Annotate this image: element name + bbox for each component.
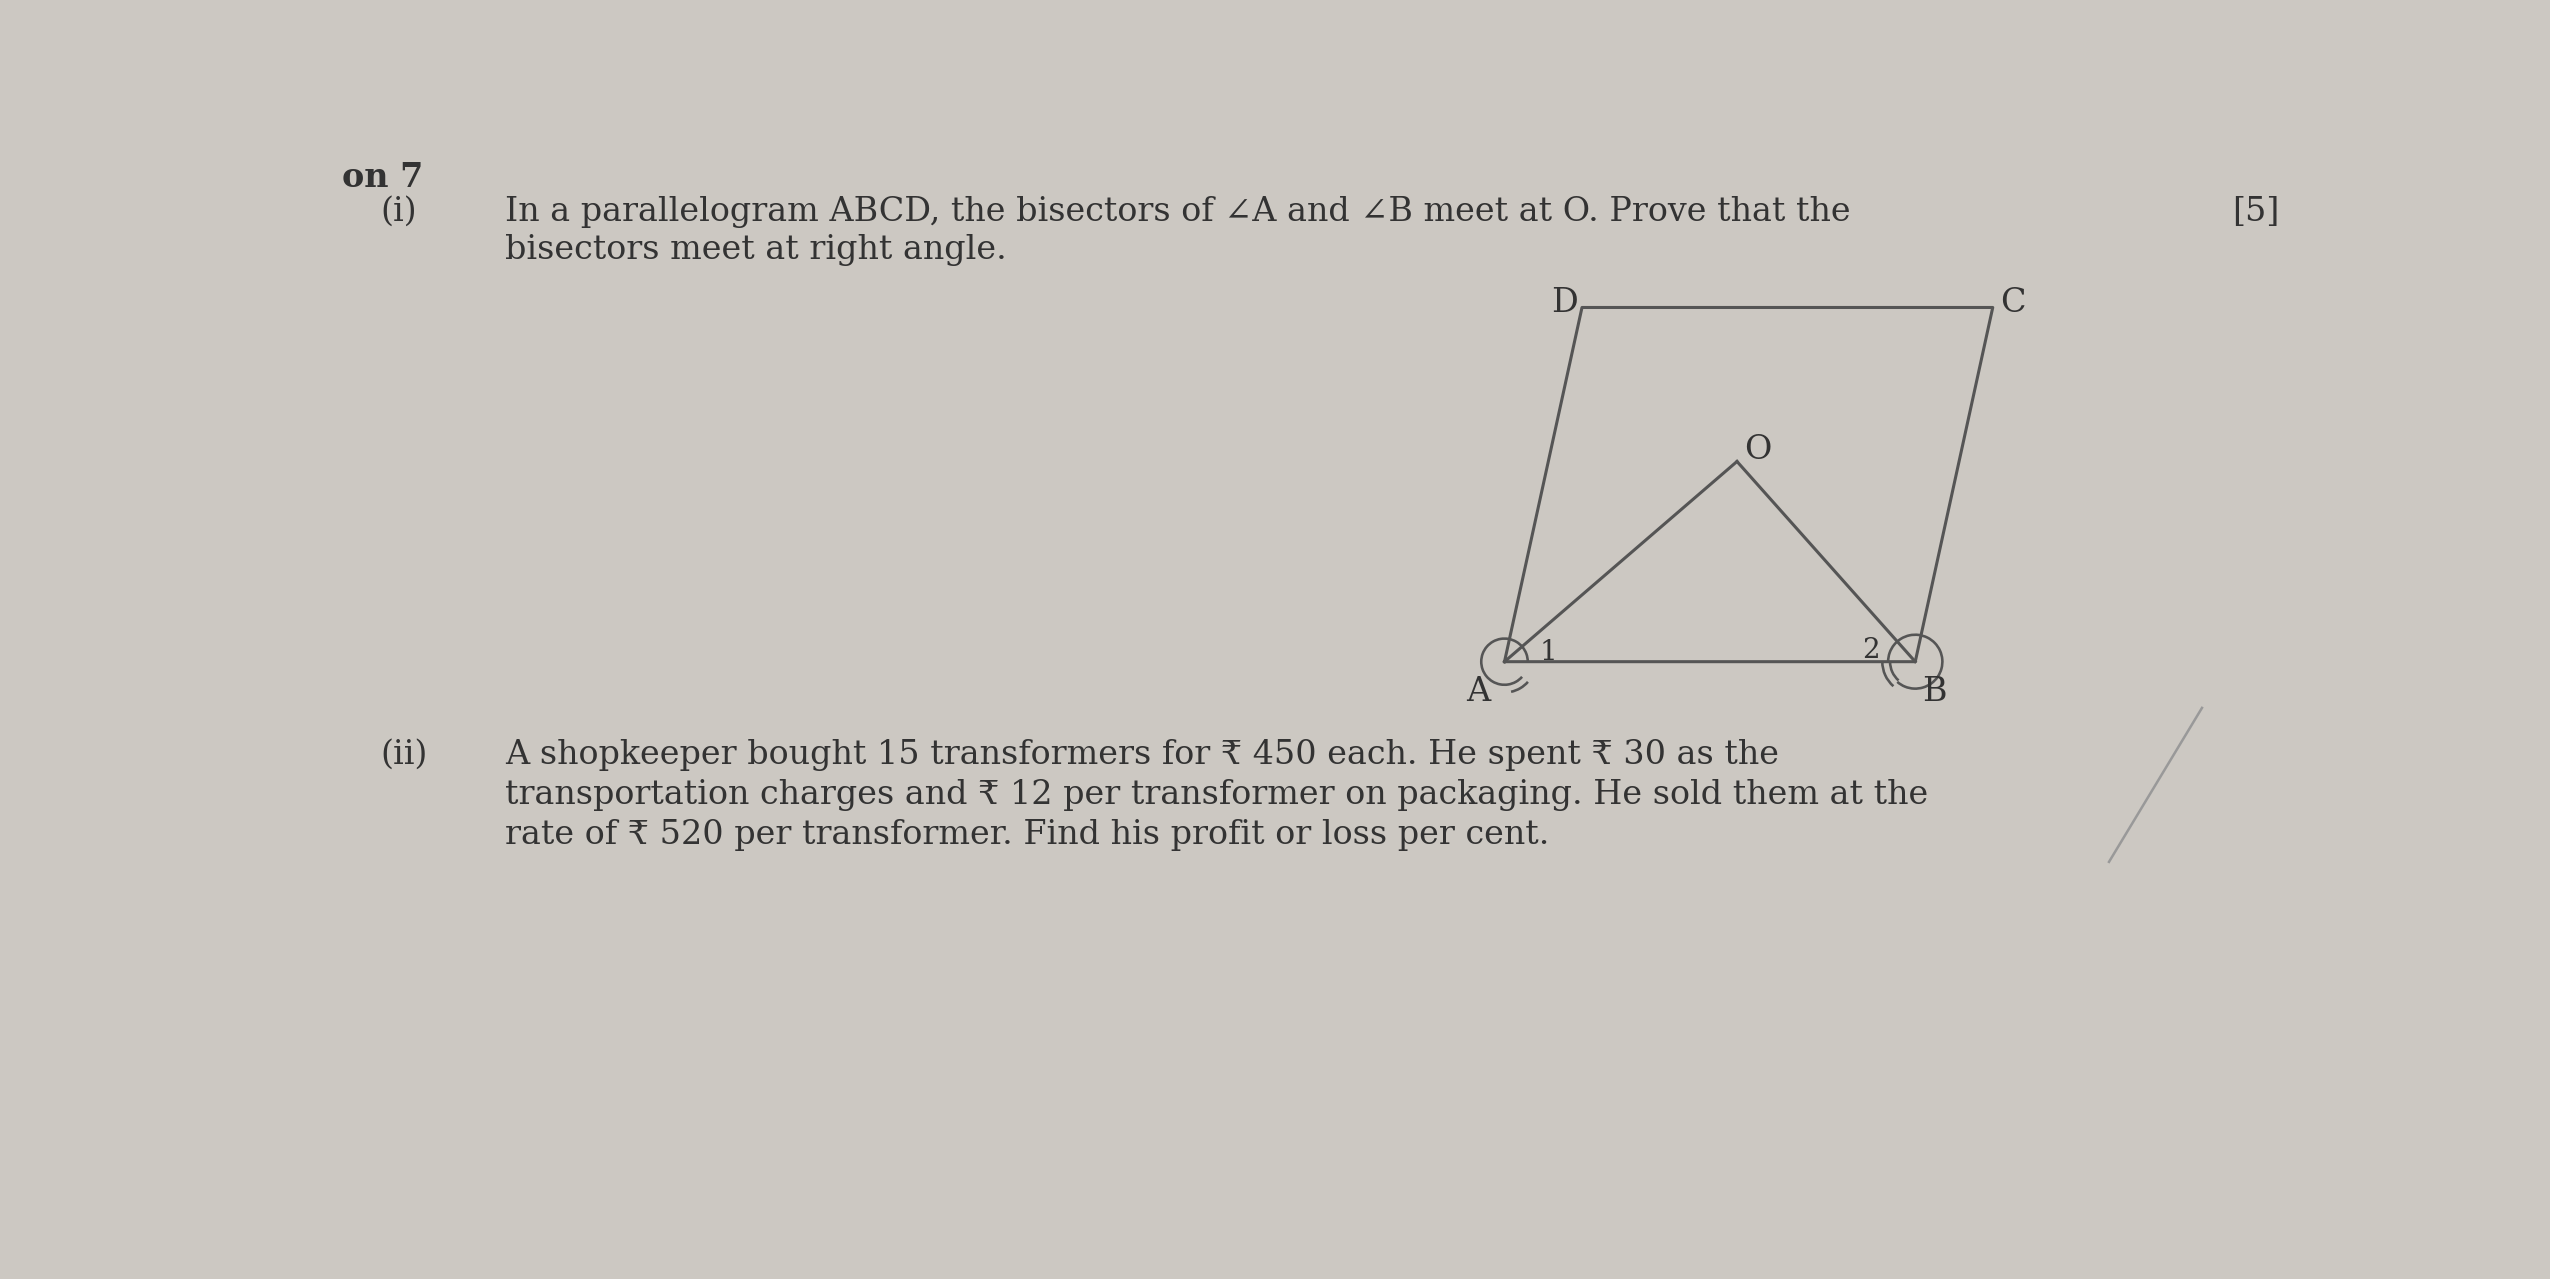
Text: bisectors meet at right angle.: bisectors meet at right angle. (505, 234, 1007, 266)
Text: In a parallelogram ABCD, the bisectors of ∠A and ∠B meet at O. Prove that the: In a parallelogram ABCD, the bisectors o… (505, 196, 1851, 228)
Text: A: A (1466, 675, 1492, 707)
Text: on 7: on 7 (342, 161, 423, 194)
Text: transportation charges and ₹ 12 per transformer on packaging. He sold them at th: transportation charges and ₹ 12 per tran… (505, 779, 1928, 811)
Text: (ii): (ii) (380, 739, 428, 771)
Text: C: C (1999, 288, 2025, 320)
Text: (i): (i) (380, 196, 418, 228)
Text: D: D (1550, 288, 1578, 320)
Text: 2: 2 (1862, 637, 1879, 664)
Text: O: O (1744, 435, 1772, 467)
Text: 1: 1 (1540, 640, 1558, 666)
Text: rate of ₹ 520 per transformer. Find his profit or loss per cent.: rate of ₹ 520 per transformer. Find his … (505, 819, 1548, 851)
Text: B: B (1923, 675, 1946, 707)
Text: [5]: [5] (2231, 196, 2280, 228)
Text: A shopkeeper bought 15 transformers for ₹ 450 each. He spent ₹ 30 as the: A shopkeeper bought 15 transformers for … (505, 739, 1780, 771)
